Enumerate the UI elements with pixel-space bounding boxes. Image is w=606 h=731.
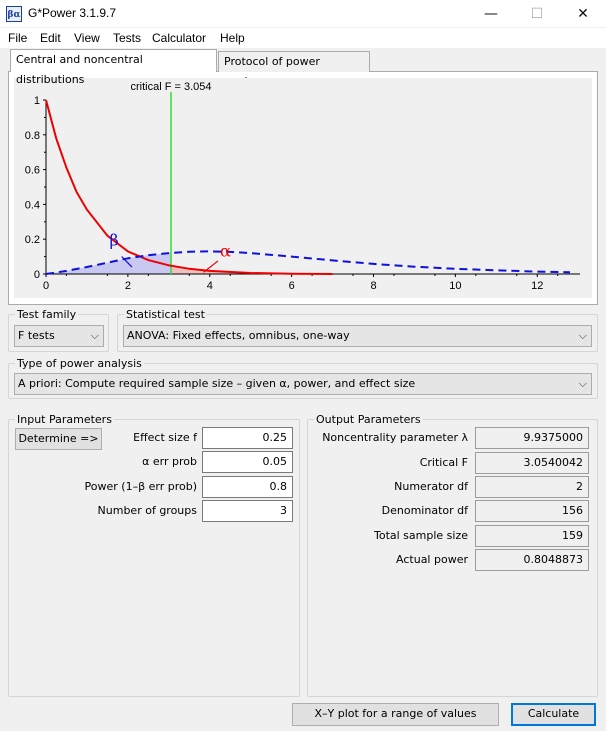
number-of-groups-input[interactable]: 3 xyxy=(202,500,293,522)
power-analysis-select[interactable]: A priori: Compute required sample size –… xyxy=(14,373,592,395)
alpha-pointer xyxy=(203,260,219,273)
calculate-button[interactable]: Calculate xyxy=(511,703,596,726)
close-button[interactable]: ✕ xyxy=(577,6,589,22)
menu-view[interactable]: View xyxy=(74,31,100,45)
alpha-err-label: α err prob xyxy=(142,455,197,468)
menu-calculator[interactable]: Calculator xyxy=(152,31,207,45)
minimize-button[interactable]: — xyxy=(484,6,498,22)
statistical-test-label: Statistical test xyxy=(124,308,207,321)
numerator-df-label: Numerator df xyxy=(394,480,468,493)
effect-size-input[interactable]: 0.25 xyxy=(202,427,293,449)
x-tick-label: 6 xyxy=(289,280,295,292)
power-analysis-group xyxy=(8,363,598,399)
critical-f-value: 3.0540042 xyxy=(475,452,589,474)
test-family-label: Test family xyxy=(15,308,79,321)
gpower-app-icon: βα xyxy=(6,6,22,22)
power-input[interactable]: 0.8 xyxy=(202,476,293,498)
x-tick-label: 10 xyxy=(449,280,461,292)
tab-central-noncentral[interactable]: Central and noncentral distributions xyxy=(10,49,217,86)
y-tick-label: 0.6 xyxy=(25,165,40,177)
output-parameters-group xyxy=(307,419,598,697)
menu-tests[interactable]: Tests xyxy=(113,31,142,45)
y-tick-label: 1 xyxy=(34,95,40,107)
y-tick-label: 0.8 xyxy=(25,130,40,142)
window-title: G*Power 3.1.9.7 xyxy=(28,6,117,20)
distribution-plot: 0 2 4 6 8 10 12 0 0.2 0.4 0.6 0.8 1 critical F = 3.05… xyxy=(14,78,592,298)
power-analysis-label: Type of power analysis xyxy=(15,357,144,370)
denominator-df-label: Denominator df xyxy=(381,504,468,517)
maximize-button[interactable]: ☐ xyxy=(530,6,544,22)
statistical-test-select[interactable]: ANOVA: Fixed effects, omnibus, one-way ⌵ xyxy=(123,325,592,347)
noncentral-distribution-curve xyxy=(45,250,571,275)
x-tick-label: 2 xyxy=(125,280,131,292)
alpha-label: α xyxy=(220,242,231,261)
title-bar xyxy=(0,0,606,28)
y-tick-label: 0.4 xyxy=(25,199,40,211)
noncentrality-value: 9.9375000 xyxy=(475,427,589,449)
statistical-test-value: ANOVA: Fixed effects, omnibus, one-way xyxy=(127,329,350,342)
test-family-value: F tests xyxy=(18,329,55,342)
x-tick-label: 0 xyxy=(43,280,49,292)
menu-help[interactable]: Help xyxy=(220,31,245,45)
input-parameters-group xyxy=(8,419,300,697)
menu-bar xyxy=(0,28,606,48)
xy-plot-button[interactable]: X–Y plot for a range of values xyxy=(292,703,499,726)
effect-size-label: Effect size f xyxy=(133,431,197,444)
power-label: Power (1–β err prob) xyxy=(84,480,197,493)
actual-power-label: Actual power xyxy=(396,553,468,566)
chevron-down-icon: ⌵ xyxy=(578,329,587,342)
output-parameters-title: Output Parameters xyxy=(314,413,423,426)
x-tick-label: 8 xyxy=(370,280,376,292)
x-tick-label: 4 xyxy=(207,280,213,292)
numerator-df-value: 2 xyxy=(475,476,589,498)
actual-power-value: 0.8048873 xyxy=(475,549,589,571)
alpha-err-input[interactable]: 0.05 xyxy=(202,451,293,473)
tab-protocol[interactable]: Protocol of power analyses xyxy=(218,51,370,88)
power-analysis-value: A priori: Compute required sample size –… xyxy=(18,377,416,390)
chevron-down-icon: ⌵ xyxy=(90,329,99,342)
determine-button[interactable]: Determine => xyxy=(15,428,102,450)
y-tick-label: 0 xyxy=(34,269,40,281)
critical-f-label: Critical F xyxy=(419,456,468,469)
beta-pointer xyxy=(121,256,133,268)
chevron-down-icon: ⌵ xyxy=(578,377,587,390)
test-family-select[interactable]: F tests ⌵ xyxy=(14,325,104,347)
noncentrality-label: Noncentrality parameter λ xyxy=(322,431,468,444)
menu-file[interactable]: File xyxy=(8,31,28,45)
input-parameters-title: Input Parameters xyxy=(15,413,114,426)
statistical-test-group xyxy=(117,314,598,352)
x-tick-label: 12 xyxy=(531,280,543,292)
denominator-df-value: 156 xyxy=(475,500,589,522)
number-of-groups-label: Number of groups xyxy=(97,504,197,517)
total-sample-size-value: 159 xyxy=(475,525,589,547)
critical-f-annotation: critical F = 3.054 xyxy=(131,81,212,93)
beta-label: β xyxy=(109,230,118,249)
y-tick-label: 0.2 xyxy=(25,234,40,246)
beta-area xyxy=(46,252,172,274)
total-sample-size-label: Total sample size xyxy=(373,529,468,542)
menu-edit[interactable]: Edit xyxy=(40,31,61,45)
